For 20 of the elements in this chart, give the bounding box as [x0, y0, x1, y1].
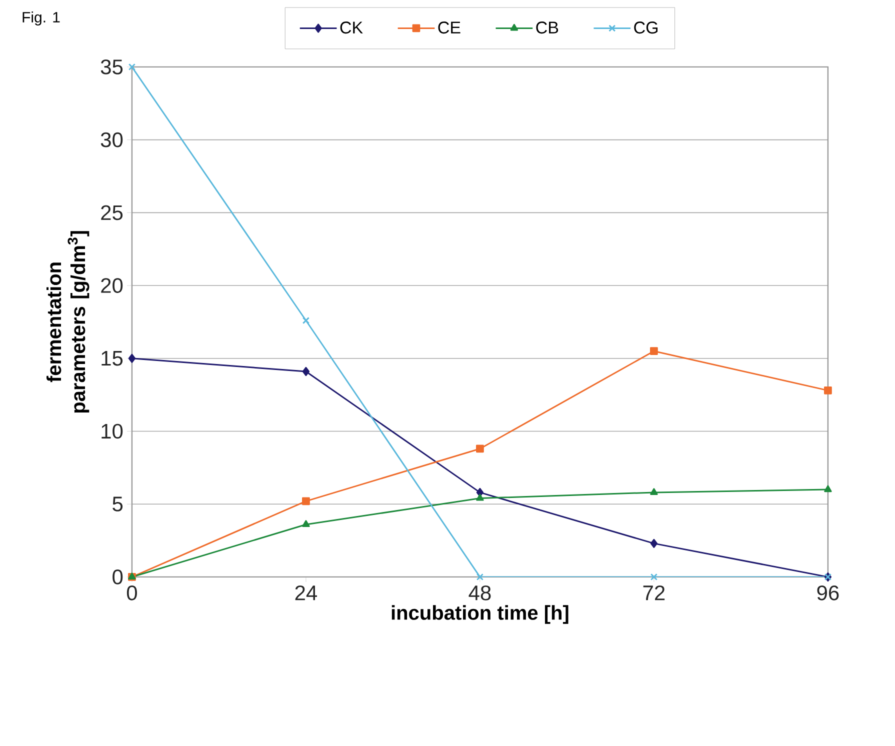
caption: Fig. 1 — [22, 12, 60, 26]
legend-label: CG — [634, 22, 658, 34]
legend-label: CK — [340, 22, 363, 34]
y-tick-label: 5 — [112, 496, 123, 512]
x-tick-label: 96 — [817, 585, 839, 600]
x-tick-label: 72 — [643, 585, 665, 600]
y-tick-label: 25 — [101, 205, 123, 220]
x-tick-label: 48 — [468, 585, 491, 600]
y-tick-label: 35 — [100, 60, 123, 74]
y-axis-title: fermentation parameters [g/dm$^{3}$] — [46, 231, 90, 413]
legend-label: CB — [536, 22, 558, 34]
x-axis-title: incubation time [h] — [392, 605, 568, 624]
y-tick-label: 30 — [100, 132, 123, 148]
y-tick-label: 15 — [102, 351, 123, 366]
legend-label: CE — [438, 22, 460, 34]
y-tick-label: 20 — [101, 278, 123, 293]
x-tick-label: 0 — [126, 585, 137, 600]
y-tick-label: 10 — [102, 424, 123, 439]
y-tick-label: 0 — [112, 570, 123, 584]
x-tick-label: 24 — [295, 585, 318, 600]
